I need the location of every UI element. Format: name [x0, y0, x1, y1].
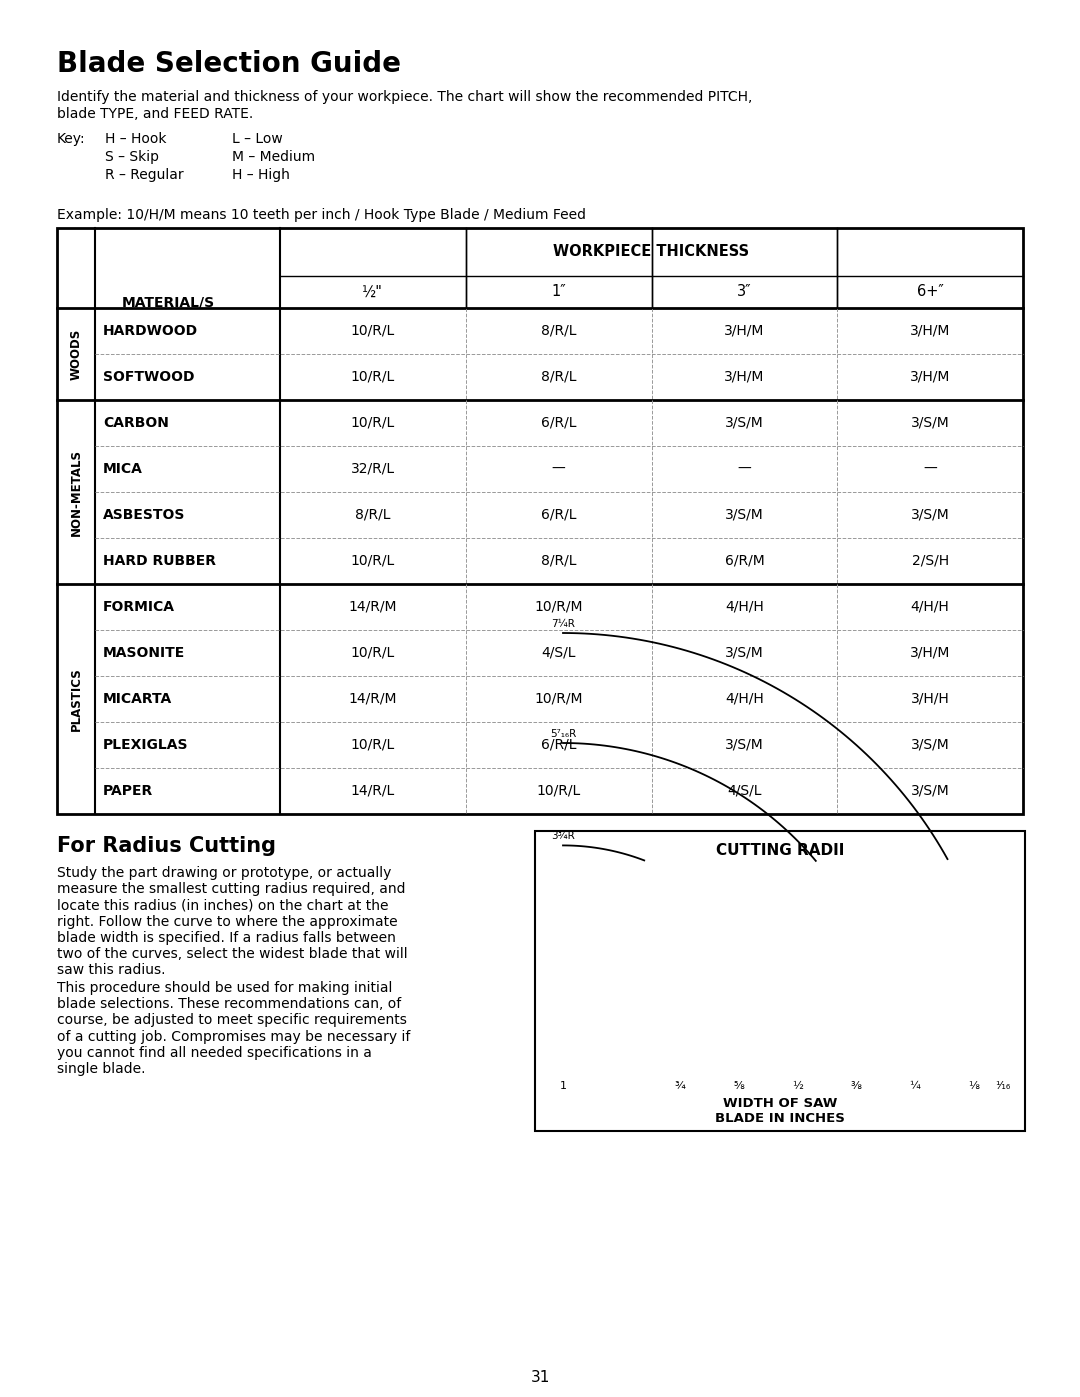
- Text: —: —: [552, 462, 566, 476]
- Text: 7¼R: 7¼R: [551, 619, 575, 629]
- Text: 14/R/M: 14/R/M: [349, 599, 397, 615]
- Text: 3/S/M: 3/S/M: [725, 509, 764, 522]
- Text: 3/S/M: 3/S/M: [725, 645, 764, 659]
- Text: ¹⁄₁₆: ¹⁄₁₆: [996, 1081, 1011, 1091]
- Text: ½: ½: [793, 1081, 804, 1091]
- Bar: [57, 228, 1023, 814]
- Text: 3/H/M: 3/H/M: [725, 370, 765, 384]
- Text: 10/R/L: 10/R/L: [351, 555, 395, 569]
- Text: ⅛: ⅛: [969, 1081, 980, 1091]
- Text: S – Skip: S – Skip: [105, 149, 159, 163]
- Text: L – Low: L – Low: [232, 131, 283, 147]
- Text: 3/S/M: 3/S/M: [910, 416, 949, 430]
- Text: 10/R/L: 10/R/L: [351, 324, 395, 338]
- Text: 14/R/L: 14/R/L: [351, 784, 395, 798]
- Text: 5⁷₁₆R: 5⁷₁₆R: [550, 729, 576, 739]
- Text: ¼: ¼: [909, 1081, 920, 1091]
- Text: 10/R/M: 10/R/M: [535, 599, 583, 615]
- Text: —: —: [923, 462, 937, 476]
- Text: 3/H/M: 3/H/M: [910, 370, 950, 384]
- Text: 4/S/L: 4/S/L: [727, 784, 761, 798]
- Text: 3/S/M: 3/S/M: [910, 738, 949, 752]
- Text: 3/S/M: 3/S/M: [725, 416, 764, 430]
- Text: CARBON: CARBON: [103, 416, 168, 430]
- Text: 32/R/L: 32/R/L: [351, 462, 395, 476]
- Text: NON-METALS: NON-METALS: [69, 448, 82, 535]
- Text: PLASTICS: PLASTICS: [69, 668, 82, 731]
- Text: HARD RUBBER: HARD RUBBER: [103, 555, 216, 569]
- Text: MICA: MICA: [103, 462, 143, 476]
- Text: 10/R/M: 10/R/M: [535, 692, 583, 705]
- Text: 31: 31: [530, 1370, 550, 1384]
- Text: 3/S/M: 3/S/M: [910, 784, 949, 798]
- Text: 4/H/H: 4/H/H: [725, 599, 764, 615]
- Text: 6+″: 6+″: [917, 285, 944, 299]
- Text: 10/R/L: 10/R/L: [351, 738, 395, 752]
- Text: This procedure should be used for making initial
blade selections. These recomme: This procedure should be used for making…: [57, 981, 410, 1076]
- Text: 14/R/M: 14/R/M: [349, 692, 397, 705]
- Text: For Radius Cutting: For Radius Cutting: [57, 835, 276, 856]
- Text: PAPER: PAPER: [103, 784, 153, 798]
- Text: 3¾R: 3¾R: [551, 831, 575, 841]
- Text: PLEXIGLAS: PLEXIGLAS: [103, 738, 189, 752]
- Bar: [535, 831, 1025, 1132]
- Text: 6/R/L: 6/R/L: [541, 416, 577, 430]
- Text: 4/S/L: 4/S/L: [541, 645, 576, 659]
- Text: Identify the material and thickness of your workpiece. The chart will show the r: Identify the material and thickness of y…: [57, 89, 753, 103]
- Text: HARDWOOD: HARDWOOD: [103, 324, 198, 338]
- Text: SOFTWOOD: SOFTWOOD: [103, 370, 194, 384]
- Text: 10/R/L: 10/R/L: [351, 645, 395, 659]
- Text: 8/R/L: 8/R/L: [541, 555, 577, 569]
- Text: 4/H/H: 4/H/H: [910, 599, 949, 615]
- Text: M – Medium: M – Medium: [232, 149, 315, 163]
- Text: 10/R/L: 10/R/L: [351, 416, 395, 430]
- Text: Key:: Key:: [57, 131, 85, 147]
- Text: 8/R/L: 8/R/L: [355, 509, 391, 522]
- Text: Blade Selection Guide: Blade Selection Guide: [57, 50, 401, 78]
- Text: ¾: ¾: [675, 1081, 686, 1091]
- Text: Study the part drawing or prototype, or actually
measure the smallest cutting ra: Study the part drawing or prototype, or …: [57, 866, 407, 977]
- Text: 1″: 1″: [551, 285, 566, 299]
- Text: 1: 1: [559, 1081, 567, 1091]
- Text: MICARTA: MICARTA: [103, 692, 172, 705]
- Text: 10/R/L: 10/R/L: [537, 784, 581, 798]
- Text: 6/R/M: 6/R/M: [725, 555, 765, 569]
- Text: 3/H/M: 3/H/M: [910, 645, 950, 659]
- Text: 3/H/M: 3/H/M: [910, 324, 950, 338]
- Text: blade TYPE, and FEED RATE.: blade TYPE, and FEED RATE.: [57, 108, 253, 122]
- Text: ASBESTOS: ASBESTOS: [103, 509, 186, 522]
- Text: WIDTH OF SAW
BLADE IN INCHES: WIDTH OF SAW BLADE IN INCHES: [715, 1097, 845, 1125]
- Text: CUTTING RADII: CUTTING RADII: [716, 842, 845, 858]
- Text: 4/H/H: 4/H/H: [725, 692, 764, 705]
- Text: ⅜: ⅜: [851, 1081, 862, 1091]
- Text: 6/R/L: 6/R/L: [541, 509, 577, 522]
- Text: WORKPIECE THICKNESS: WORKPIECE THICKNESS: [553, 244, 750, 260]
- Text: 8/R/L: 8/R/L: [541, 324, 577, 338]
- Text: H – High: H – High: [232, 168, 289, 182]
- Text: ⅝: ⅝: [733, 1081, 744, 1091]
- Text: —: —: [738, 462, 752, 476]
- Text: H – Hook: H – Hook: [105, 131, 166, 147]
- Text: 3/H/H: 3/H/H: [910, 692, 949, 705]
- Text: 2/S/H: 2/S/H: [912, 555, 948, 569]
- Text: FORMICA: FORMICA: [103, 599, 175, 615]
- Text: Example: 10/H/M means 10 teeth per inch / Hook Type Blade / Medium Feed: Example: 10/H/M means 10 teeth per inch …: [57, 208, 586, 222]
- Text: R – Regular: R – Regular: [105, 168, 184, 182]
- Text: 6/R/L: 6/R/L: [541, 738, 577, 752]
- Text: WOODS: WOODS: [69, 328, 82, 380]
- Text: ½": ½": [363, 285, 383, 299]
- Text: MASONITE: MASONITE: [103, 645, 186, 659]
- Text: 3/H/M: 3/H/M: [725, 324, 765, 338]
- Text: 3/S/M: 3/S/M: [910, 509, 949, 522]
- Text: 3/S/M: 3/S/M: [725, 738, 764, 752]
- Text: 3″: 3″: [737, 285, 752, 299]
- Text: 10/R/L: 10/R/L: [351, 370, 395, 384]
- Text: MATERIAL/S: MATERIAL/S: [122, 295, 215, 309]
- Text: 8/R/L: 8/R/L: [541, 370, 577, 384]
